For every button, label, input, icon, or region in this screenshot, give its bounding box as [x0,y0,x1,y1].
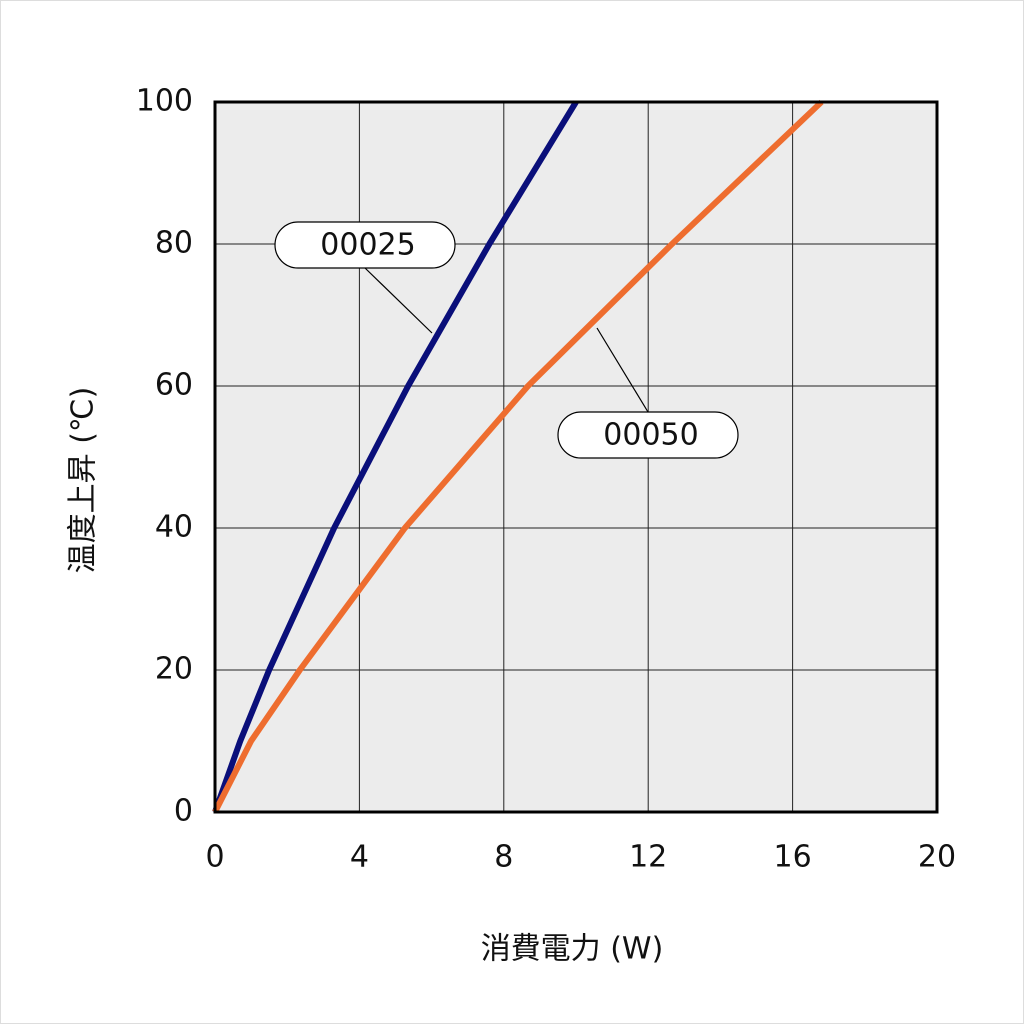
x-tick-label: 8 [494,840,513,875]
callout-box [274,221,456,269]
x-axis-label: 消費電力 (W) [481,932,664,967]
series-line [212,99,824,814]
x-tick-label: 12 [629,840,667,875]
x-tick-label: 0 [205,840,224,875]
legend-label: 00050 [603,418,698,453]
y-tick-label: 40 [155,510,193,545]
y-tick-label: 80 [155,226,193,261]
y-tick-label: 100 [136,84,193,119]
y-tick-label: 60 [155,368,193,403]
y-axis-label: 温度上昇 (℃) [66,387,101,574]
callout-leader [364,267,433,334]
x-tick-label: 16 [774,840,812,875]
series-line [212,100,579,814]
callout-leader [596,327,649,413]
y-tick-label: 20 [155,652,193,687]
legend-label: 00025 [320,228,415,263]
x-tick-label: 20 [918,840,956,875]
y-tick-label: 0 [174,794,193,829]
x-tick-label: 4 [350,840,369,875]
callout-box [557,411,739,459]
plot-border [213,100,939,814]
